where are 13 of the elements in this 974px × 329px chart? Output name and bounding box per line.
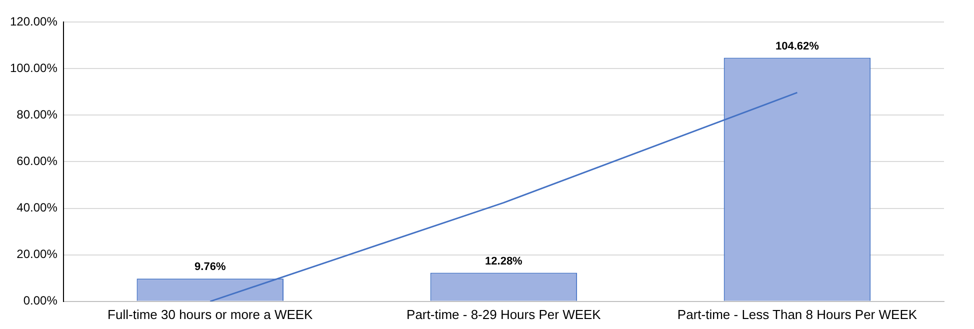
data-label: 104.62% <box>776 40 820 52</box>
y-tick-label: 20.00% <box>16 247 58 262</box>
y-tick-label: 80.00% <box>16 107 58 122</box>
x-tick-label: Part-time - 8-29 Hours Per WEEK <box>406 306 602 322</box>
x-tick-label: Part-time - Less Than 8 Hours Per WEEK <box>677 306 918 322</box>
data-label: 12.28% <box>485 255 523 268</box>
data-label: 9.76% <box>194 261 226 274</box>
y-tick-label: 120.00% <box>10 14 58 28</box>
y-tick-label: 100.00% <box>10 60 58 75</box>
y-tick-label: 40.00% <box>16 200 58 215</box>
y-tick-label: 60.00% <box>16 154 58 168</box>
x-tick-label: Full-time 30 hours or more a WEEK <box>108 306 314 322</box>
y-tick-label: 0.00% <box>23 294 58 308</box>
